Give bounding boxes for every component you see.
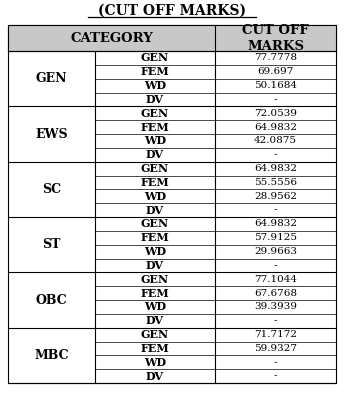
Text: CUT OFF
MARKS: CUT OFF MARKS — [242, 24, 309, 53]
Text: FEM: FEM — [141, 66, 169, 77]
Text: WD: WD — [144, 301, 166, 312]
Text: 77.1044: 77.1044 — [254, 275, 297, 284]
Text: DV: DV — [146, 149, 164, 160]
Text: DV: DV — [146, 94, 164, 105]
Text: GEN: GEN — [141, 52, 169, 63]
Text: 39.3939: 39.3939 — [254, 303, 297, 311]
Text: -: - — [274, 358, 277, 367]
Text: DV: DV — [146, 260, 164, 271]
Text: FEM: FEM — [141, 177, 169, 188]
Text: FEM: FEM — [141, 121, 169, 132]
Text: (CUT OFF MARKS): (CUT OFF MARKS) — [98, 4, 246, 18]
Text: 28.9562: 28.9562 — [254, 192, 297, 201]
Bar — [8, 25, 336, 51]
Text: 67.6768: 67.6768 — [254, 288, 297, 298]
Text: DV: DV — [146, 315, 164, 326]
Text: 57.9125: 57.9125 — [254, 233, 297, 242]
Text: EWS: EWS — [35, 127, 68, 141]
Text: -: - — [274, 261, 277, 270]
Text: SC: SC — [42, 183, 61, 196]
Text: 64.9832: 64.9832 — [254, 219, 297, 228]
Text: 29.9663: 29.9663 — [254, 247, 297, 256]
Text: 42.0875: 42.0875 — [254, 136, 297, 145]
Text: FEM: FEM — [141, 288, 169, 299]
Text: FEM: FEM — [141, 232, 169, 243]
Text: -: - — [274, 372, 277, 380]
Text: WD: WD — [144, 246, 166, 257]
Text: -: - — [274, 95, 277, 104]
Text: WD: WD — [144, 136, 166, 147]
Text: 64.9832: 64.9832 — [254, 164, 297, 173]
Text: -: - — [274, 150, 277, 159]
Text: GEN: GEN — [141, 163, 169, 174]
Text: CATEGORY: CATEGORY — [70, 31, 153, 44]
Text: 69.697: 69.697 — [257, 67, 294, 76]
Text: GEN: GEN — [141, 274, 169, 285]
Text: 72.0539: 72.0539 — [254, 109, 297, 118]
Text: 64.9832: 64.9832 — [254, 123, 297, 132]
Text: WD: WD — [144, 80, 166, 91]
Text: 55.5556: 55.5556 — [254, 178, 297, 187]
Text: 59.9327: 59.9327 — [254, 344, 297, 353]
Text: GEN: GEN — [36, 72, 67, 85]
Text: 50.1684: 50.1684 — [254, 81, 297, 90]
Text: GEN: GEN — [141, 219, 169, 230]
Text: DV: DV — [146, 371, 164, 382]
Text: FEM: FEM — [141, 343, 169, 354]
Text: MBC: MBC — [34, 349, 69, 362]
Text: 77.7778: 77.7778 — [254, 53, 297, 62]
Text: GEN: GEN — [141, 108, 169, 119]
Text: -: - — [274, 316, 277, 325]
Text: WD: WD — [144, 191, 166, 202]
Text: 71.7172: 71.7172 — [254, 330, 297, 339]
Text: -: - — [274, 206, 277, 215]
Text: WD: WD — [144, 357, 166, 368]
Text: ST: ST — [42, 238, 61, 251]
Text: OBC: OBC — [36, 294, 67, 307]
Text: GEN: GEN — [141, 329, 169, 340]
Text: DV: DV — [146, 205, 164, 216]
